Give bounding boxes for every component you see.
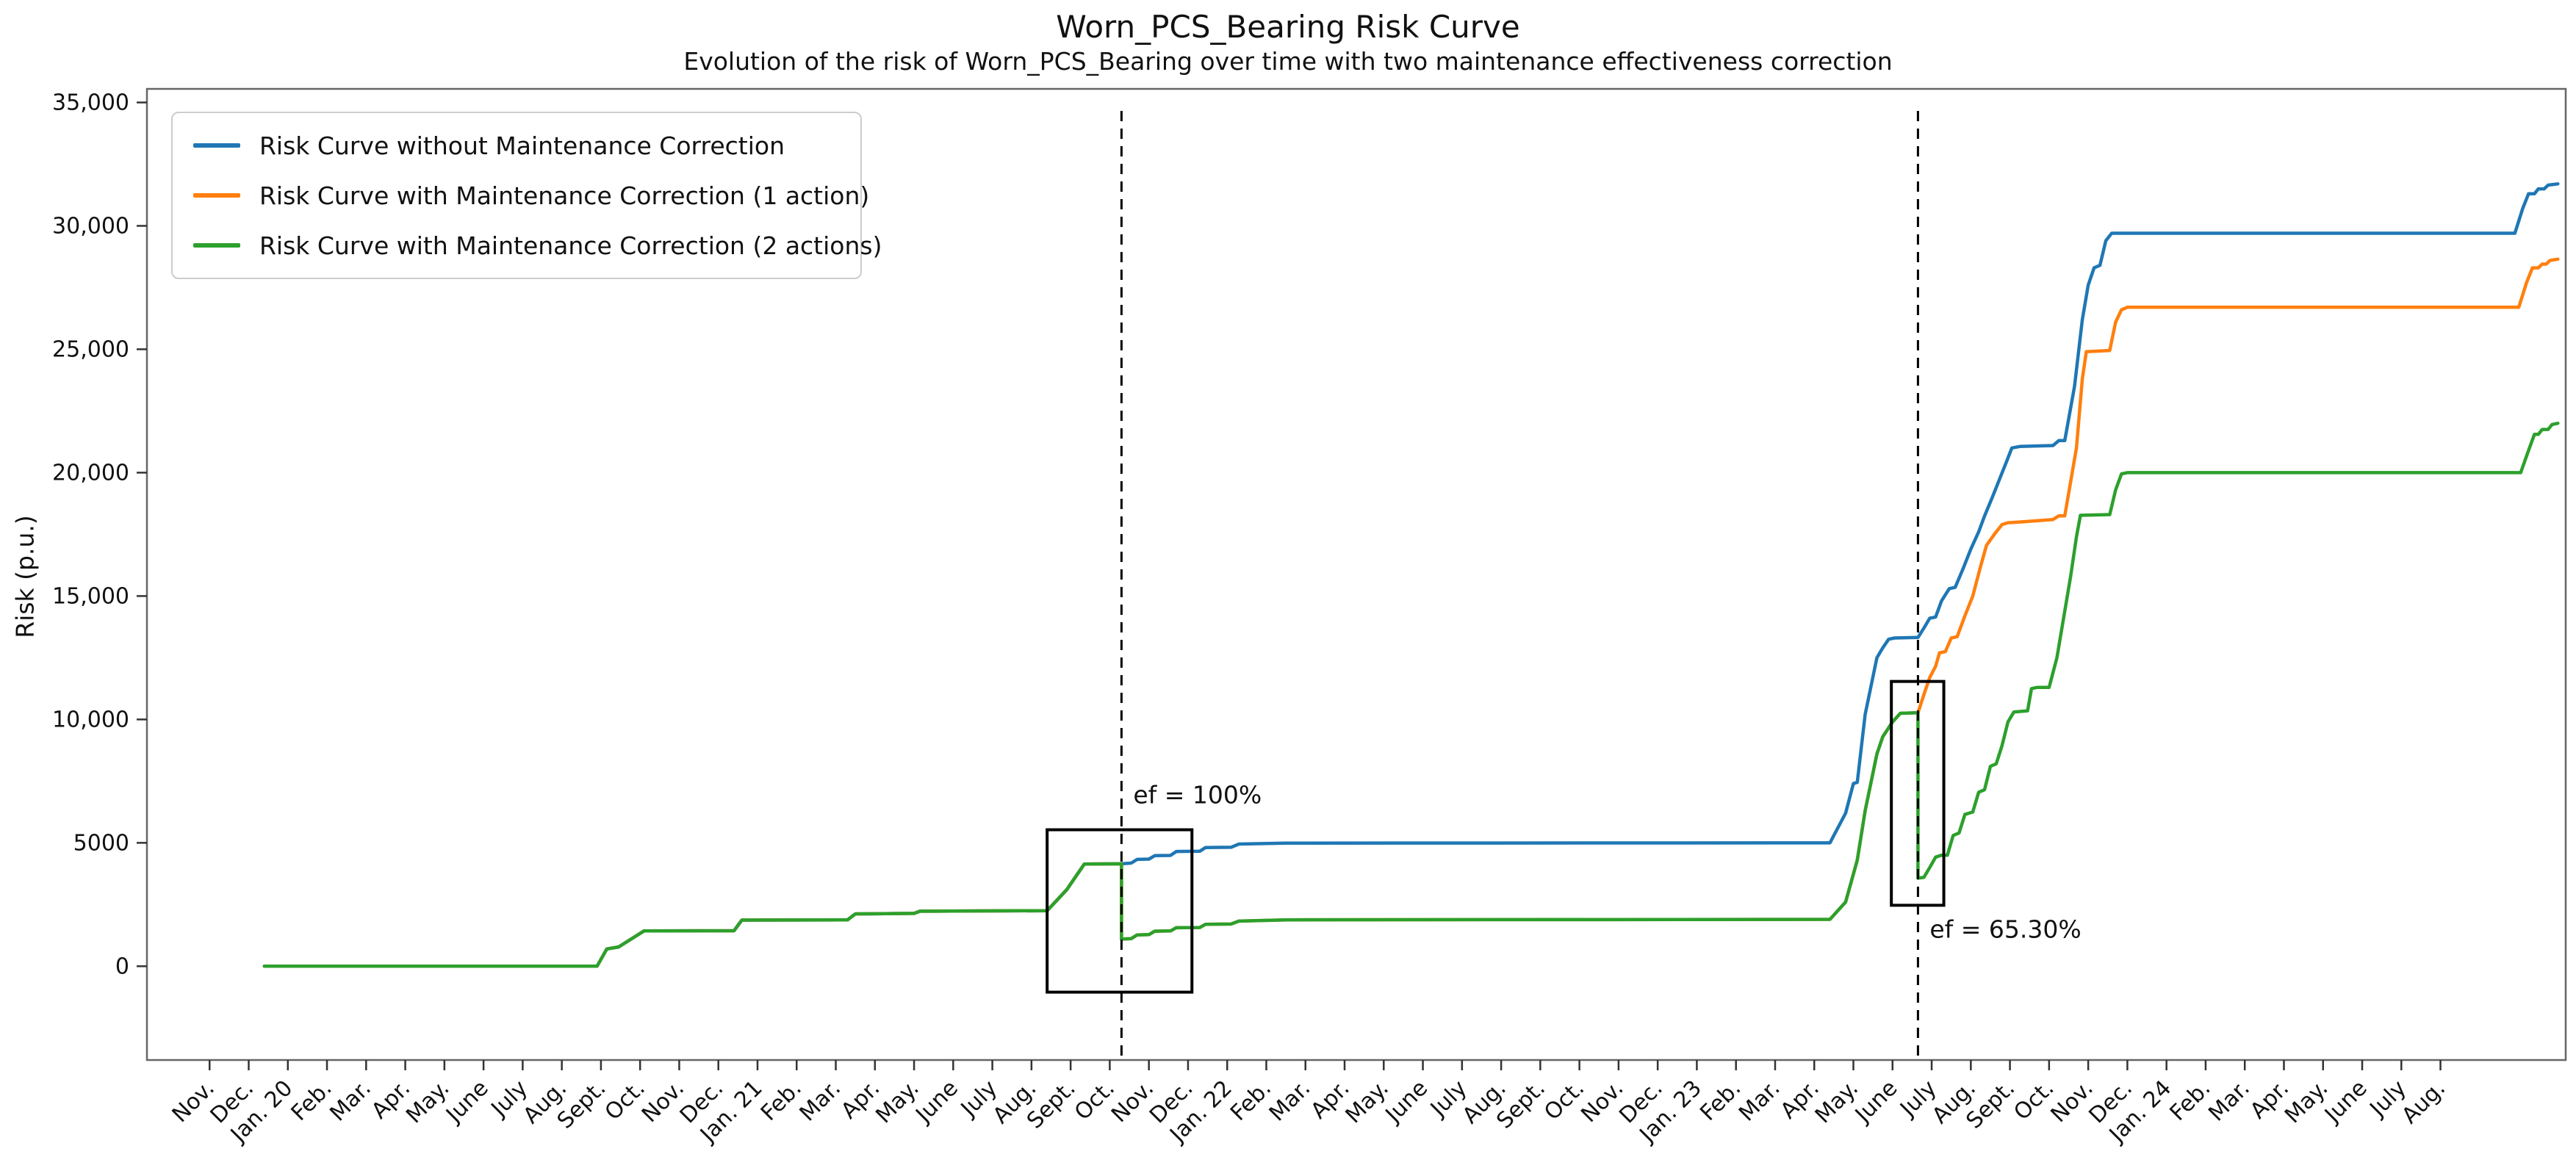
legend-label: Risk Curve without Maintenance Correctio… — [259, 131, 785, 160]
x-tick-label: May. — [401, 1075, 454, 1128]
x-tick-label: June — [440, 1075, 493, 1128]
y-tick-label: 10,000 — [52, 707, 129, 732]
legend-label: Risk Curve with Maintenance Correction (… — [259, 231, 882, 260]
x-tick-label: June — [1380, 1075, 1433, 1128]
legend-row: Risk Curve without Maintenance Correctio… — [193, 126, 840, 165]
x-tick-label: Aug. — [2397, 1075, 2450, 1129]
chart-title: Worn_PCS_Bearing Risk Curve — [1056, 9, 1520, 45]
effectiveness-annotation: ef = 100% — [1133, 781, 1262, 810]
x-tick-label: Oct. — [2009, 1075, 2059, 1125]
risk-curve-no-correction-line — [262, 182, 2560, 968]
legend-row: Risk Curve with Maintenance Correction (… — [193, 176, 869, 215]
x-tick-label: May. — [1341, 1075, 1394, 1128]
x-tick-label: Nov. — [168, 1075, 220, 1128]
legend-line-swatch — [193, 193, 240, 198]
plot-border — [145, 87, 2567, 1061]
x-tick-label: May. — [871, 1075, 924, 1128]
legend: Risk Curve without Maintenance Correctio… — [171, 112, 882, 279]
maintenance-event-rect — [1890, 679, 1946, 907]
x-tick-label: June — [910, 1075, 963, 1128]
x-tick-label: June — [2319, 1075, 2372, 1128]
x-tick-label: Feb. — [1695, 1075, 1746, 1126]
legend-row: Risk Curve with Maintenance Correction (… — [193, 226, 882, 264]
x-tick-label: May. — [1810, 1075, 1863, 1128]
risk-curve-2-actions-line — [262, 421, 2560, 968]
x-tick-label: Oct. — [1539, 1075, 1589, 1125]
x-tick-label: Nov. — [1107, 1075, 1159, 1128]
x-tick-label: Mar. — [325, 1075, 376, 1127]
y-tick-label: 5000 — [73, 830, 129, 856]
y-tick-label: 25,000 — [52, 336, 129, 362]
x-tick-label: Nov. — [2046, 1075, 2098, 1128]
x-tick-label: Oct. — [600, 1075, 650, 1125]
legend-label: Risk Curve with Maintenance Correction (… — [259, 181, 870, 210]
y-tick-label: 35,000 — [52, 90, 129, 115]
x-tick-label: Feb. — [287, 1075, 337, 1126]
x-tick-label: Nov. — [637, 1075, 689, 1128]
maintenance-event-rect — [1046, 828, 1194, 994]
y-tick-label: 20,000 — [52, 460, 129, 486]
x-tick-label: June — [1849, 1075, 1902, 1128]
x-tick-label: Mar. — [1264, 1075, 1316, 1127]
legend-line-swatch — [193, 243, 240, 248]
x-tick-label: Oct. — [1070, 1075, 1120, 1125]
x-tick-label: Feb. — [1226, 1075, 1276, 1126]
y-tick-label: 30,000 — [52, 213, 129, 239]
x-tick-label: May. — [2280, 1075, 2333, 1128]
x-tick-label: Feb. — [2165, 1075, 2216, 1126]
legend-line-swatch — [193, 143, 240, 148]
effectiveness-annotation: ef = 65.30% — [1929, 915, 2081, 944]
risk-curve-1-action-line — [262, 257, 2560, 968]
x-tick-label: Mar. — [795, 1075, 846, 1127]
x-tick-label: Mar. — [1734, 1075, 1785, 1127]
x-tick-label: Feb. — [756, 1075, 807, 1126]
y-tick-label: 0 — [115, 953, 129, 979]
x-tick-label: Nov. — [1576, 1075, 1628, 1128]
x-tick-label: Mar. — [2203, 1075, 2255, 1127]
chart-subtitle: Evolution of the risk of Worn_PCS_Bearin… — [683, 47, 1893, 76]
y-tick-label: 15,000 — [52, 583, 129, 609]
